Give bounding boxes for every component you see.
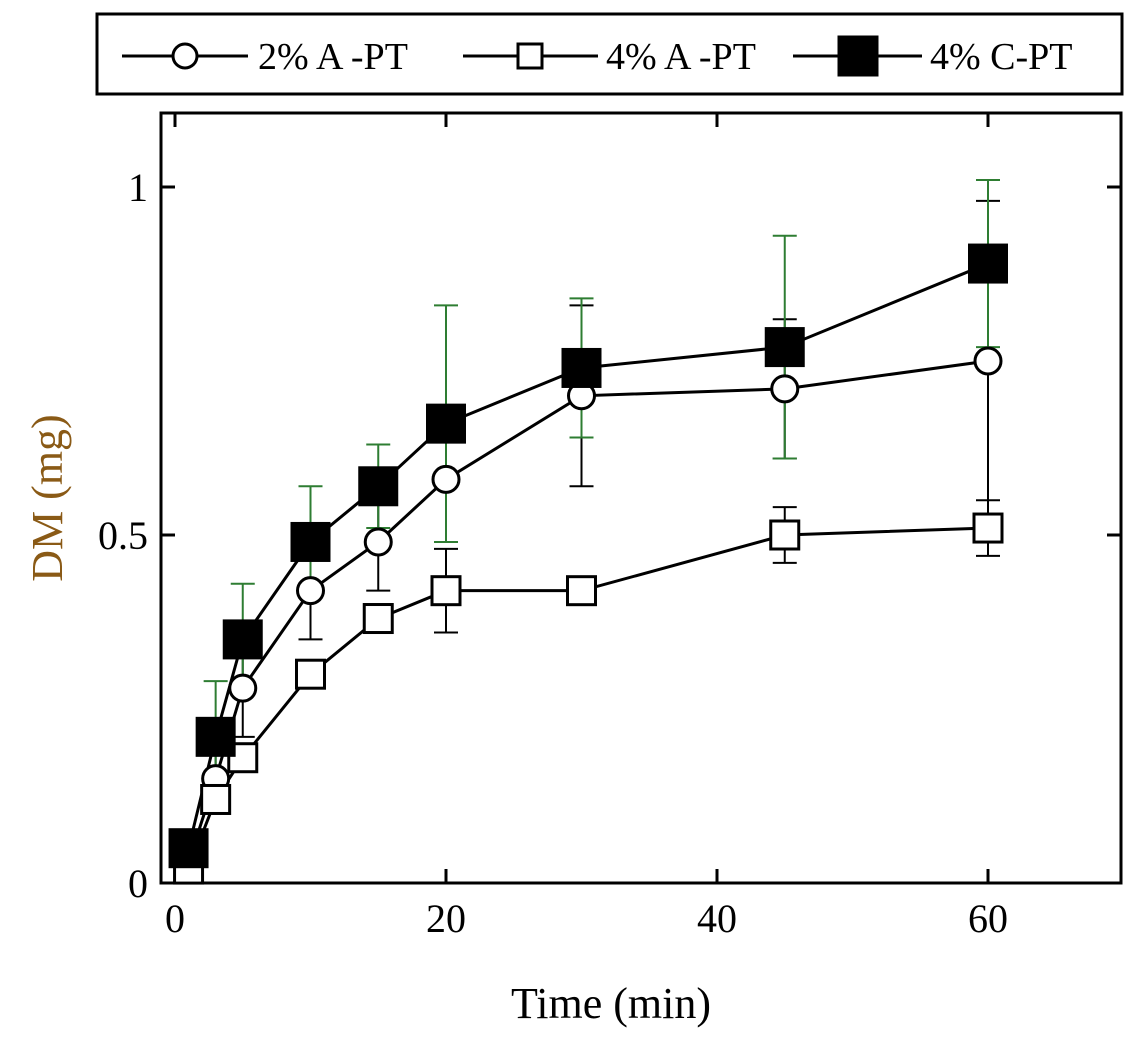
data-point xyxy=(769,519,801,551)
legend-label-4pct-a-pt: 4% A -PT xyxy=(606,36,756,78)
x-axis: 0 20 40 60 xyxy=(165,113,1008,941)
x-tick-label: 40 xyxy=(697,896,737,941)
data-point xyxy=(295,658,326,690)
data-point xyxy=(290,521,331,562)
data-point xyxy=(168,828,209,869)
series-line-2pct-a-pt xyxy=(187,359,989,863)
markers-2pct-a-pt xyxy=(174,346,1003,877)
open-circle-marker-icon xyxy=(171,42,199,70)
data-point xyxy=(566,575,597,607)
data-point xyxy=(968,243,1008,284)
data-point xyxy=(195,716,236,757)
data-point xyxy=(363,527,393,557)
series-layer xyxy=(168,179,1008,885)
legend: 2% A -PT 4% A -PT 4% C-PT xyxy=(95,12,1124,96)
legend-label-2pct-a-pt: 2% A -PT xyxy=(258,36,408,78)
data-point xyxy=(200,783,232,815)
y-tick-label: 0.5 xyxy=(98,513,148,558)
data-point xyxy=(426,403,466,444)
legend-label-4pct-c-pt: 4% C-PT xyxy=(930,36,1073,78)
data-point xyxy=(358,466,399,507)
data-point xyxy=(227,742,259,774)
markers-4pct-a-pt xyxy=(173,512,1004,885)
y-tick-label: 0 xyxy=(128,861,148,906)
data-point xyxy=(431,464,461,494)
series-4pct-c-pt xyxy=(176,179,1000,857)
legend-entry-4pct-a-pt: 4% A -PT xyxy=(463,36,756,78)
plot-frame xyxy=(159,111,1123,885)
data-point xyxy=(296,576,325,606)
x-tick-label: 20 xyxy=(426,896,466,941)
data-point xyxy=(972,512,1004,544)
legend-box xyxy=(95,12,1124,96)
y-axis-title: DM (mg) xyxy=(23,414,72,581)
markers-4pct-c-pt xyxy=(168,243,1008,869)
data-point xyxy=(222,619,263,660)
data-point xyxy=(561,347,602,388)
data-point xyxy=(228,673,258,703)
legend-entry-2pct-a-pt: 2% A -PT xyxy=(122,36,408,78)
x-tick-label: 60 xyxy=(968,896,1008,941)
open-square-marker-icon xyxy=(516,42,544,70)
filled-square-marker-icon xyxy=(837,35,879,77)
data-point xyxy=(362,603,394,635)
y-tick-label: 1 xyxy=(128,165,148,210)
data-point xyxy=(973,346,1003,376)
x-tick-label: 0 xyxy=(165,896,185,941)
data-point xyxy=(770,374,800,404)
data-point xyxy=(430,575,462,607)
y-axis: 00.51 xyxy=(98,165,1121,906)
x-axis-title: Time (min) xyxy=(511,979,711,1028)
legend-entry-4pct-c-pt: 4% C-PT xyxy=(793,35,1073,78)
data-point xyxy=(764,327,805,368)
